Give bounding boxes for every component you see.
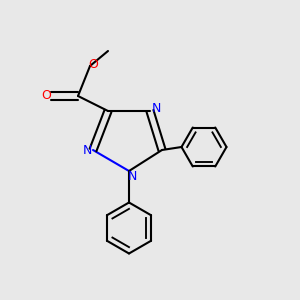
Text: N: N — [151, 101, 161, 115]
Text: N: N — [82, 143, 92, 157]
Text: O: O — [88, 58, 98, 71]
Text: O: O — [42, 89, 51, 103]
Text: N: N — [127, 170, 137, 184]
